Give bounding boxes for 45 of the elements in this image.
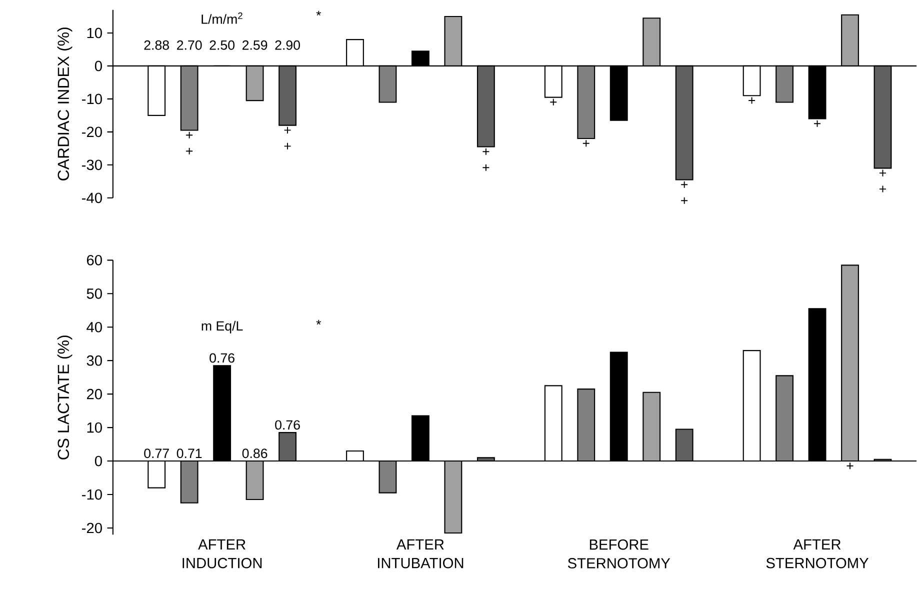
y-axis-title: CARDIAC INDEX (%)	[57, 28, 72, 181]
y-tick-label: 30	[86, 356, 102, 366]
data-label: +	[582, 140, 590, 147]
data-label: +	[748, 97, 756, 104]
x-tick-label: AFTER INTUBATION	[378, 540, 464, 568]
y-tick-label: -10	[82, 490, 102, 500]
annotation: 0.76	[210, 353, 234, 363]
data-label: + +	[482, 148, 490, 172]
y-tick-label: 0	[94, 456, 102, 466]
annotation: 2.70	[177, 40, 202, 50]
y-tick-label: 20	[86, 389, 102, 400]
annotation: 2.88	[144, 40, 169, 50]
data-label: + +	[681, 182, 688, 204]
data-label: +	[550, 99, 557, 106]
annotation: 0.76	[275, 420, 300, 430]
y-tick-label: -40	[82, 192, 102, 204]
annotation: 2.50	[210, 40, 235, 50]
y-tick-label: 40	[86, 322, 102, 332]
y-tick-label: 50	[86, 288, 102, 299]
annotation: 0.86	[242, 448, 268, 458]
annotation: *	[316, 320, 322, 325]
y-tick-label: 10	[87, 422, 102, 433]
y-tick-label: -10	[82, 94, 102, 104]
data-label: +	[846, 462, 854, 470]
y-tick-label: 10	[87, 28, 102, 38]
x-tick-label: AFTER STERNOTOMY	[766, 540, 869, 568]
annotation: 0.71	[176, 448, 202, 458]
annotation: m Eq/L	[202, 321, 243, 334]
data-label: + +	[880, 170, 886, 192]
annotation: L/m/m$^{2}$	[202, 12, 242, 24]
x-tick-label: AFTER INDUCTION	[182, 540, 262, 568]
annotation: 0.77	[144, 448, 169, 458]
y-tick-label: 0	[94, 60, 102, 72]
y-tick-label: -30	[82, 160, 102, 170]
data-label: + +	[284, 127, 291, 150]
data-label: + +	[186, 132, 193, 155]
y-axis-title: CS LACTATE (%)	[57, 336, 72, 460]
annotation: 2.90	[275, 40, 300, 50]
annotation: 2.59	[242, 40, 268, 50]
data-label: +	[814, 120, 821, 128]
annotation: *	[316, 11, 322, 16]
y-tick-label: 60	[86, 255, 102, 266]
y-tick-label: -20	[82, 126, 102, 138]
y-tick-label: -20	[82, 522, 102, 534]
x-tick-label: BEFORE STERNOTOMY	[568, 540, 670, 569]
